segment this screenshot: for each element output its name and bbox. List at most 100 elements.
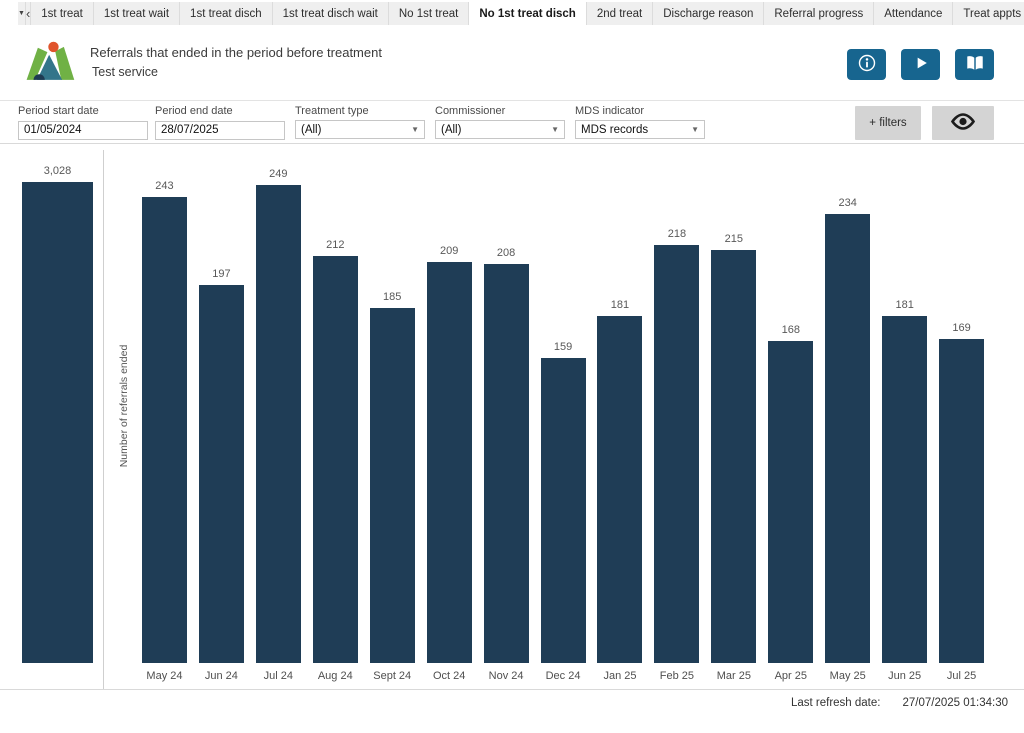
refresh-status: Last refresh date: 27/07/2025 01:34:30 bbox=[791, 697, 1008, 709]
bar-area: 215 bbox=[711, 150, 757, 663]
bar[interactable] bbox=[198, 284, 244, 663]
tab-attendance[interactable]: Attendance bbox=[874, 2, 954, 25]
bar-area: 168 bbox=[768, 150, 814, 663]
header: Referrals that ended in the period befor… bbox=[0, 25, 1024, 99]
treatment-type-label: Treatment type bbox=[295, 105, 369, 117]
period-end-label: Period end date bbox=[155, 105, 233, 117]
x-axis-label: May 25 bbox=[829, 670, 866, 682]
bar-slot: 169 Jul 25 bbox=[933, 150, 990, 690]
app-logo bbox=[24, 39, 76, 91]
bar-slot: 218 Feb 25 bbox=[648, 150, 705, 690]
bar-area: 169 bbox=[939, 150, 985, 663]
bar-chart: 3,028 Number of referrals ended 243 May 2… bbox=[0, 150, 1024, 690]
bar-area: 159 bbox=[540, 150, 586, 663]
commissioner-select[interactable]: (All) ▼ bbox=[435, 120, 565, 139]
chevron-down-icon: ▼ bbox=[691, 125, 699, 134]
bar-slot: 209 Oct 24 bbox=[421, 150, 478, 690]
monthly-bars: 243 May 24 197 Jun 24 249 Jul 24 212 Aug 24 185 S… bbox=[136, 150, 990, 690]
tab-1st-treat-wait[interactable]: 1st treat wait bbox=[93, 2, 181, 25]
bar-value-label: 218 bbox=[667, 227, 687, 240]
y-axis-label: Number of referrals ended bbox=[118, 344, 130, 468]
commissioner-value: (All) bbox=[441, 123, 462, 136]
x-axis-label: Nov 24 bbox=[488, 670, 524, 682]
page-subtitle: Test service bbox=[92, 65, 158, 79]
commissioner-label: Commissioner bbox=[435, 105, 506, 117]
bar-value-label: 159 bbox=[553, 340, 573, 353]
total-bar-column: 3,028 bbox=[22, 150, 93, 663]
tab-treat-appts[interactable]: Treat appts bbox=[953, 2, 1024, 25]
bar[interactable] bbox=[369, 307, 415, 663]
bar[interactable] bbox=[426, 261, 472, 663]
guide-button[interactable] bbox=[955, 49, 994, 80]
tab-no-1st-treat[interactable]: No 1st treat bbox=[388, 2, 470, 25]
chevron-down-icon: ▼ bbox=[551, 125, 559, 134]
bar[interactable] bbox=[711, 250, 757, 663]
refresh-label: Last refresh date: bbox=[790, 697, 881, 709]
bar-value-label: 181 bbox=[610, 298, 630, 311]
bar-value-label: 243 bbox=[155, 179, 174, 192]
bar-area: 249 bbox=[255, 150, 301, 663]
period-end-input[interactable] bbox=[155, 120, 285, 140]
x-axis-label: Apr 25 bbox=[774, 670, 807, 682]
mds-indicator-select[interactable]: MDS records ▼ bbox=[575, 120, 705, 139]
tab-dropdown-icon[interactable]: ▼ bbox=[18, 2, 26, 25]
bar-value-label: 208 bbox=[496, 246, 516, 259]
bar[interactable] bbox=[882, 315, 928, 663]
show-hide-button[interactable] bbox=[932, 106, 994, 140]
total-bar-value-label: 3,028 bbox=[43, 165, 72, 177]
bar[interactable] bbox=[483, 263, 529, 663]
tab-referral-progress[interactable]: Referral progress bbox=[764, 2, 875, 25]
tab-discharge-reason[interactable]: Discharge reason bbox=[653, 2, 765, 25]
x-axis-label: Jul 24 bbox=[263, 670, 294, 682]
bar-value-label: 168 bbox=[781, 323, 800, 336]
mds-indicator-label: MDS indicator bbox=[575, 105, 645, 117]
bar-area: 208 bbox=[483, 150, 529, 663]
tab-no-1st-treat-disch[interactable]: No 1st treat disch bbox=[469, 2, 587, 25]
x-axis-label: Sept 24 bbox=[373, 670, 412, 682]
info-button[interactable] bbox=[847, 49, 886, 80]
play-button[interactable] bbox=[901, 49, 940, 80]
bar[interactable] bbox=[597, 315, 643, 663]
bar[interactable] bbox=[825, 213, 871, 663]
bar[interactable] bbox=[540, 357, 586, 663]
bar-area: 212 bbox=[312, 150, 358, 663]
tab-1st-treat-disch-wait[interactable]: 1st treat disch wait bbox=[272, 2, 389, 25]
x-axis-label: Jun 25 bbox=[888, 670, 922, 682]
chart-divider bbox=[103, 150, 104, 689]
bar-slot: 212 Aug 24 bbox=[307, 150, 364, 690]
bar[interactable] bbox=[141, 196, 187, 663]
total-bar[interactable] bbox=[22, 182, 93, 663]
bar-area: 185 bbox=[369, 150, 415, 663]
x-axis-label: May 24 bbox=[146, 670, 183, 682]
period-start-label: Period start date bbox=[18, 105, 99, 117]
tab-back-icon[interactable]: ‹ bbox=[25, 2, 32, 25]
bar-value-label: 181 bbox=[895, 298, 914, 311]
mds-indicator-value: MDS records bbox=[581, 123, 649, 136]
x-axis-label: Feb 25 bbox=[659, 670, 695, 682]
bar-slot: 159 Dec 24 bbox=[535, 150, 592, 690]
bar[interactable] bbox=[654, 244, 700, 663]
bar-area: 197 bbox=[198, 150, 244, 663]
tab-bar: ▼ ‹ 1st treat 1st treat wait 1st treat dis… bbox=[18, 2, 1024, 25]
tab-2nd-treat[interactable]: 2nd treat bbox=[586, 2, 654, 25]
x-axis-label: Jul 25 bbox=[946, 670, 977, 682]
filter-bar: Period start date Period end date Treatm… bbox=[0, 100, 1024, 144]
bar[interactable] bbox=[768, 340, 814, 663]
treatment-type-select[interactable]: (All) ▼ bbox=[295, 120, 425, 139]
bar[interactable] bbox=[255, 185, 301, 663]
chevron-down-icon: ▼ bbox=[411, 125, 419, 134]
bar-area: 181 bbox=[882, 150, 928, 663]
bar-value-label: 215 bbox=[724, 233, 744, 246]
add-filters-button[interactable]: + filters bbox=[855, 106, 921, 140]
tab-1st-treat-disch[interactable]: 1st treat disch bbox=[180, 2, 273, 25]
bar[interactable] bbox=[312, 256, 358, 663]
bar-slot: 249 Jul 24 bbox=[250, 150, 307, 690]
bar-slot: 197 Jun 24 bbox=[193, 150, 250, 690]
period-start-input[interactable] bbox=[18, 120, 148, 140]
x-axis-label: Mar 25 bbox=[716, 670, 751, 682]
bar-value-label: 197 bbox=[212, 267, 231, 280]
bar[interactable] bbox=[939, 338, 985, 663]
refresh-value: 27/07/2025 01:34:30 bbox=[902, 697, 1008, 709]
tab-list: 1st treat 1st treat wait 1st treat disch 1s… bbox=[31, 2, 1024, 25]
tab-1st-treat[interactable]: 1st treat bbox=[31, 2, 94, 25]
